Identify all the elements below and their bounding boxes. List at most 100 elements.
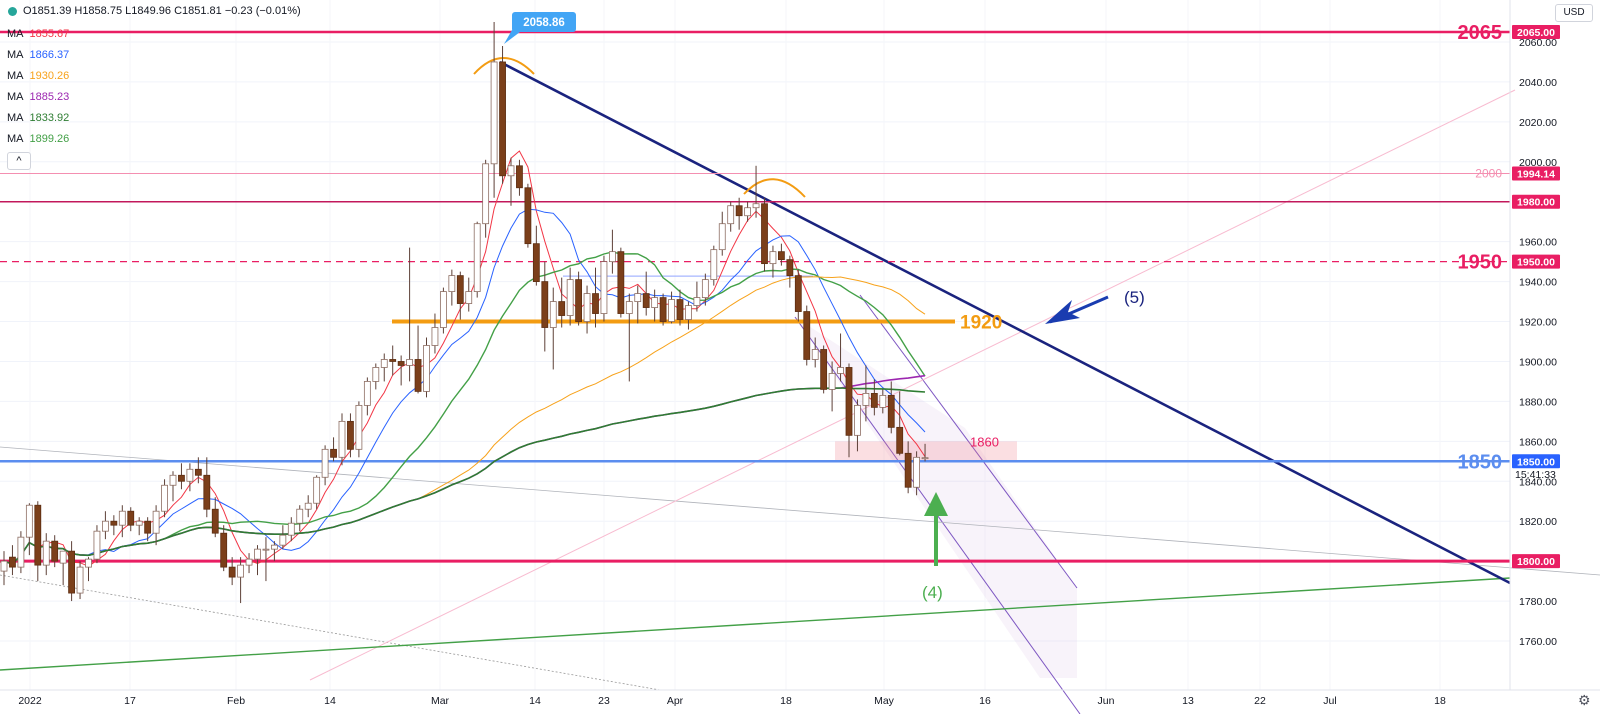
candle-body	[296, 508, 304, 524]
candle-body	[414, 359, 422, 392]
candle-body	[372, 367, 380, 382]
collapse-legend-button[interactable]: ^	[7, 152, 31, 170]
candle	[372, 363, 380, 390]
candle-body	[761, 203, 768, 265]
ma-legend-row[interactable]: MA 1833.92	[7, 112, 70, 124]
candle-body	[152, 510, 160, 534]
candle	[203, 457, 211, 518]
candle	[313, 475, 321, 510]
price-tick-label: 2040.00	[1519, 77, 1557, 89]
candle-body	[887, 395, 895, 428]
candle-body	[845, 367, 853, 436]
candle-body	[685, 305, 692, 320]
candle	[355, 401, 363, 458]
candle-body	[693, 297, 701, 306]
candle	[448, 269, 456, 306]
candle-body	[820, 349, 828, 390]
ma-legend-row[interactable]: MA 1930.26	[7, 70, 70, 82]
price-tag-bg	[1512, 254, 1560, 269]
grid	[0, 41, 1510, 642]
ma-legend-row[interactable]: MA 1885.23	[7, 91, 70, 103]
candle-body	[854, 404, 861, 436]
moving-average-line	[3, 374, 926, 566]
candle-body	[566, 279, 574, 316]
candle-body	[279, 534, 287, 546]
currency-selector[interactable]: USD	[1555, 4, 1593, 22]
candle	[904, 441, 912, 494]
candle-body	[34, 504, 42, 566]
candle-body	[592, 293, 599, 314]
candle-body	[575, 279, 582, 322]
level-1920-label: 1920	[960, 313, 1002, 334]
candle	[473, 221, 481, 298]
time-tick-label: 23	[598, 695, 610, 707]
ma-legend-row[interactable]: MA 1866.37	[7, 49, 70, 61]
candle	[254, 545, 261, 576]
zone-1860-label: 1860	[970, 434, 999, 449]
price-tag-bg	[1512, 194, 1560, 209]
candle-body	[499, 61, 506, 177]
candle-body	[338, 420, 346, 458]
candle	[710, 245, 718, 286]
candle	[482, 159, 490, 238]
candle	[913, 451, 920, 496]
price-tag: 1850.00	[1512, 454, 1560, 469]
ohlc-values: O1851.39 H1858.75 L1849.96 C1851.81 −0.2…	[23, 5, 301, 17]
candle	[727, 201, 735, 232]
price-tag: 1800.00	[1512, 554, 1560, 569]
price-tick-label: 1960.00	[1519, 237, 1557, 249]
settings-gear-icon[interactable]: ⚙	[1578, 692, 1591, 708]
candle	[879, 389, 887, 414]
green-support-trendline	[0, 577, 1511, 671]
candle-body	[524, 187, 532, 245]
candles	[0, 22, 929, 604]
candle-body	[0, 560, 8, 572]
candle	[718, 211, 726, 256]
candle	[237, 557, 245, 604]
candle-body	[321, 448, 329, 478]
level-label: 1950	[1458, 252, 1503, 274]
price-tag-bg	[1512, 25, 1560, 40]
candle-body	[431, 327, 439, 346]
candle-body	[127, 510, 135, 526]
high-callout: 2058.86	[504, 12, 576, 44]
time-tick-label: Mar	[431, 695, 450, 707]
ma-legend-row[interactable]: MA 1899.26	[7, 133, 70, 145]
candle-body	[102, 520, 109, 532]
price-tick-label: 2000.00	[1519, 157, 1557, 169]
candle-body	[558, 301, 566, 316]
candle-body	[363, 381, 371, 406]
candle-body	[304, 502, 312, 510]
price-tag-text: 1850.00	[1517, 456, 1555, 468]
price-tag-bg	[1512, 166, 1560, 181]
wave-5-arrowhead	[1045, 300, 1080, 324]
time-tick-label: 13	[1182, 695, 1194, 707]
price-tag: 1994.14	[1512, 166, 1560, 181]
candle	[896, 391, 904, 456]
candle-body	[397, 361, 405, 366]
candle	[270, 541, 278, 562]
candle	[854, 399, 861, 452]
candle-body	[896, 426, 904, 454]
time-tick-label: Feb	[227, 695, 245, 707]
candle-body	[254, 548, 261, 560]
candle	[93, 525, 101, 564]
time-tick-label: 18	[780, 695, 792, 707]
candle	[194, 457, 202, 484]
candle-body	[473, 223, 481, 292]
candle	[693, 281, 701, 312]
candle-body	[203, 474, 211, 510]
ma-legend-row[interactable]: MA 1855.67	[7, 28, 70, 40]
candle-body	[68, 550, 75, 594]
ohlc-legend: O1851.39 H1858.75 L1849.96 C1851.81 −0.2…	[8, 5, 301, 17]
candle	[127, 507, 135, 532]
candle-body	[778, 251, 785, 261]
candle	[287, 517, 295, 542]
candle	[304, 495, 312, 518]
price-tag-bg	[1512, 454, 1560, 469]
candle	[456, 271, 464, 320]
price-tag-text: 1994.14	[1517, 169, 1555, 181]
price-tick-label: 1940.00	[1519, 277, 1557, 289]
price-tick-label: 1860.00	[1519, 436, 1557, 448]
